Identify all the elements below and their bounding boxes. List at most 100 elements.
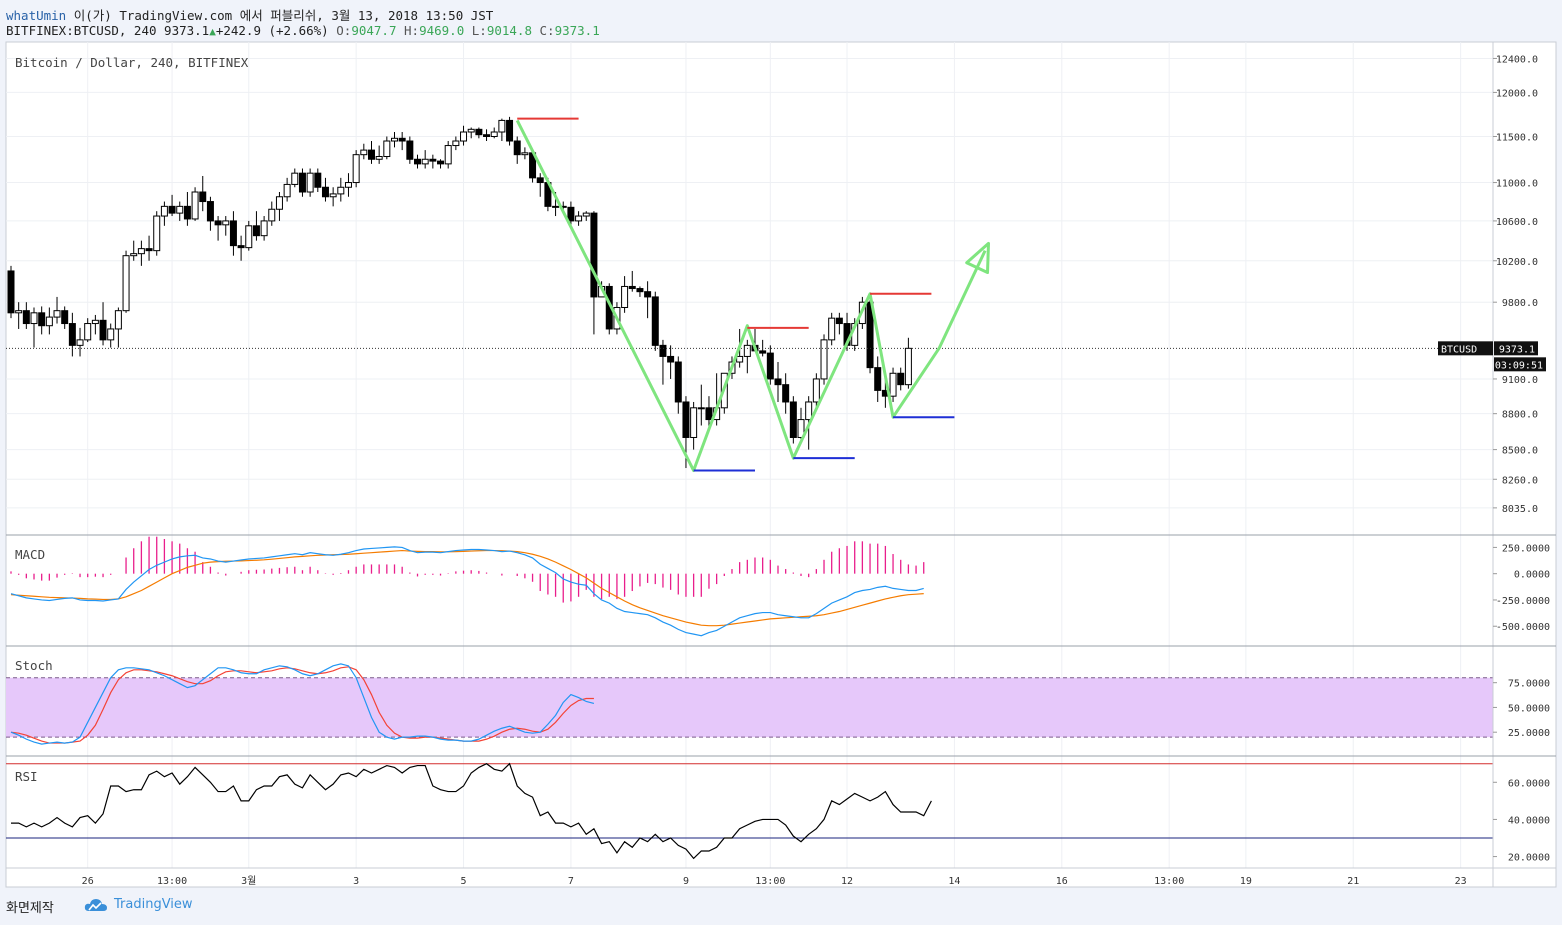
candle-body [183,205,191,220]
price-axis-label: 9100.0 [1502,375,1538,386]
rsi-pane[interactable] [11,762,932,860]
low-label: L: [471,23,487,38]
candle-body [214,220,222,226]
candle-body [797,419,805,438]
change-text: +242.9 (+2.66%) [215,23,329,38]
candle [513,136,521,164]
candle-body [275,196,283,210]
candle-body [153,215,161,252]
open-value: 9047.7 [351,23,397,38]
candle-body [391,137,398,142]
indicator-axis-label: 0.0000 [1514,570,1550,581]
time-axis-label: 5 [461,876,467,887]
candle [314,168,322,193]
candle [137,240,145,266]
stoch-pane[interactable] [10,663,595,745]
axes: 12400.0 12000.0 11500.0 11000.0 10600.0 10200… [6,42,1556,887]
chart-title: Bitcoin / Dollar, 240, BITFINEX [15,55,249,70]
candle [628,270,636,292]
price-axis-label: 9800.0 [1502,298,1538,309]
candle [812,373,820,408]
time-axis-label: 19 [1240,876,1252,887]
candle-body [475,128,483,136]
indicator-axis-label: -250.0000 [1496,596,1550,607]
candle [398,132,406,151]
candle [22,302,30,329]
chart-frame [5,41,1557,888]
candle [291,168,299,188]
price-pane[interactable] [6,116,1493,469]
candle [337,177,345,202]
candle [114,307,122,348]
candle [176,201,184,221]
stoch-band [6,677,1493,738]
candle-body [206,201,214,222]
candle-body [682,401,690,438]
candle [206,196,214,231]
candle [674,356,682,414]
time-axis-label: 26 [82,876,94,887]
candle [414,154,422,169]
candle [636,286,644,297]
candle [498,118,506,142]
candle [690,401,698,450]
price-axis-label: 10200.0 [1496,257,1538,268]
candle [835,312,843,335]
candle-body [160,205,168,217]
candle-body [260,220,268,237]
candle-body [789,401,797,438]
drawings[interactable] [515,117,990,473]
candle [130,240,138,261]
candle-body [191,191,199,220]
candle [483,129,491,142]
candle-body [567,206,575,222]
time-axis-label: 16 [1056,876,1068,887]
publish-info: whatUmin 이(가) TradingView.com 에서 퍼블리쉬, 3… [6,5,493,24]
candle [866,296,874,374]
candle [7,265,15,319]
candle [475,127,483,139]
candle-body [421,158,429,165]
candle [444,141,452,169]
candle [375,145,383,164]
candle-body [644,291,652,298]
candle [145,235,153,261]
candle-body [513,140,521,156]
author-link[interactable]: whatUmin [6,8,67,23]
candle-body [352,154,360,184]
candle [160,201,168,226]
candle-body [774,378,782,386]
candle-body [398,137,406,142]
candle [743,339,751,374]
price-axis-label: 8035.0 [1502,504,1538,515]
time-axis-label: 13:00 [1154,876,1184,887]
candle-body [99,319,107,341]
candle-body [490,131,498,138]
price-axis-label: 8260.0 [1502,475,1538,486]
candle-body [268,208,276,222]
macd-signal-line [10,549,924,627]
price-axis-label: 10600.0 [1496,217,1538,228]
candle-body [414,158,422,165]
candle [582,211,590,221]
candle-body [53,310,61,318]
stoch-title: Stoch [15,658,53,673]
candle-body [820,339,828,380]
time-axis-label: 13:00 [755,876,785,887]
close-value: 9373.1 [554,23,600,38]
candle-body [337,186,345,195]
candle-body [38,312,46,327]
candle-body [667,355,675,363]
candle-body [84,323,92,341]
candle [329,187,337,207]
candle-body [460,131,468,142]
candle-body [298,172,306,193]
candle [30,307,38,348]
candle-body [536,177,544,184]
macd-pane[interactable] [10,536,925,637]
candle-body [137,248,145,255]
rsi-line [11,762,932,860]
candle-body [904,347,912,386]
brand-link[interactable]: TradingView [84,897,193,912]
